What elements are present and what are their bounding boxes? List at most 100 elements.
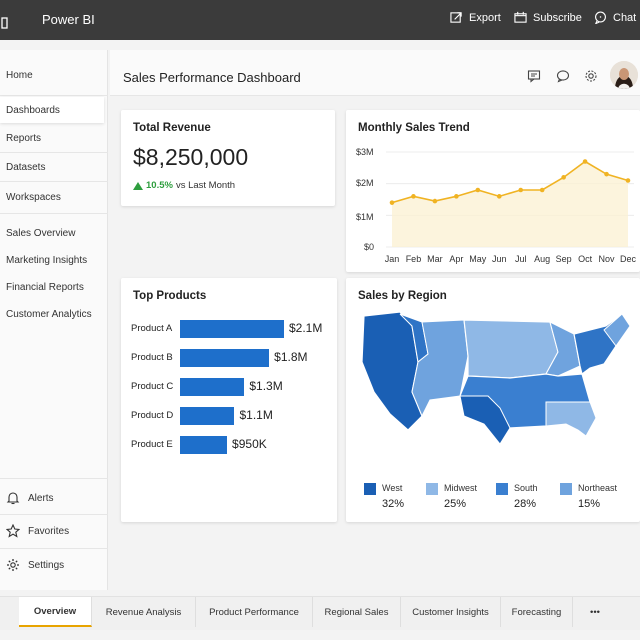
sidebar-item-customer-analytics[interactable]: Customer Analytics — [6, 308, 92, 320]
top-products-card[interactable]: Top Products Product A $2.1M Product B $1.8… — [121, 278, 337, 522]
data-point — [625, 178, 631, 183]
avatar[interactable] — [610, 61, 638, 89]
x-tick-label: Apr — [449, 254, 463, 264]
x-tick-label: Jul — [515, 254, 527, 264]
tab-product-performance[interactable]: Product Performance — [196, 597, 313, 627]
tab-revenue-analysis[interactable]: Revenue Analysis — [92, 597, 196, 627]
monthly-trend-title: Monthly Sales Trend — [358, 122, 470, 134]
data-point — [518, 187, 524, 193]
data-point — [539, 187, 545, 193]
subscribe-button[interactable]: Subscribe — [514, 11, 582, 24]
export-label: Export — [469, 11, 501, 24]
x-tick-label: Jan — [385, 254, 400, 264]
alerts-label: Alerts — [28, 492, 54, 504]
user-avatar-icon — [610, 61, 638, 89]
x-tick-label: May — [469, 254, 487, 264]
product-value-label: $1.3M — [249, 379, 283, 393]
x-tick-label: Aug — [534, 254, 550, 264]
product-bar[interactable] — [180, 378, 245, 396]
chat-button[interactable]: Chat — [594, 11, 636, 24]
top-products-title: Top Products — [133, 290, 207, 302]
product-bar[interactable] — [180, 407, 235, 425]
legend-percent: 25% — [444, 498, 467, 510]
more-tabs-button[interactable]: ••• — [590, 606, 600, 618]
comment-icon[interactable] — [527, 69, 541, 83]
sidebar-item-settings[interactable]: Settings — [0, 551, 108, 579]
legend-swatch — [426, 483, 438, 495]
export-button[interactable]: Export — [450, 11, 501, 24]
us-region-map — [361, 312, 630, 446]
legend-percent: 32% — [382, 498, 405, 510]
sales-by-region-card[interactable]: Sales by Region West 32% Midwest 25% South 28… — [346, 278, 640, 522]
product-bar[interactable] — [180, 436, 228, 454]
product-bar[interactable] — [180, 320, 284, 338]
tab-customer-insights[interactable]: Customer Insights — [401, 597, 501, 627]
sidebar-divider — [0, 514, 108, 515]
data-point — [475, 187, 481, 193]
settings-gear-icon[interactable] — [584, 69, 598, 83]
x-tick-label: Dec — [620, 254, 637, 264]
tab-forecasting[interactable]: Forecasting — [501, 597, 573, 627]
monthly-sales-trend-card[interactable]: Monthly Sales Trend $3M $2M $1M $0 Jan Fe… — [346, 110, 640, 272]
data-point — [561, 175, 566, 180]
sidebar-item-alerts[interactable]: Alerts — [0, 484, 108, 512]
sidebar-item-datasets[interactable]: Datasets — [6, 161, 46, 173]
sidebar-item-home[interactable]: Home — [6, 69, 33, 81]
chat-bubble-icon[interactable] — [556, 69, 570, 83]
legend-label: Northeast — [578, 483, 618, 493]
total-revenue-value: $8,250,000 — [133, 144, 249, 170]
sidebar-divider — [0, 181, 108, 182]
sidebar-divider — [0, 95, 108, 96]
product-value-label: $1.1M — [239, 408, 273, 422]
subscribe-label: Subscribe — [533, 11, 582, 24]
tab-overview[interactable]: Overview — [19, 597, 92, 627]
data-point — [411, 194, 416, 199]
x-tick-label: Feb — [406, 254, 422, 264]
chat-label: Chat — [613, 11, 637, 24]
y-tick-label: $2M — [356, 178, 374, 188]
legend-swatch — [364, 483, 376, 495]
export-icon — [450, 12, 462, 23]
sidebar-item-favorites[interactable]: Favorites — [0, 517, 108, 545]
star-icon — [6, 524, 20, 538]
mail-icon — [514, 11, 527, 23]
revenue-change-suffix: vs Last Month — [175, 180, 236, 191]
sidebar-divider — [0, 548, 108, 549]
product-label: Product D — [131, 410, 174, 421]
data-point — [432, 198, 438, 204]
legend-percent: 28% — [514, 498, 537, 510]
sidebar-item-marketing-insights[interactable]: Marketing Insights — [6, 254, 88, 266]
x-tick-label: Jun — [492, 254, 507, 264]
y-tick-label: $3M — [356, 147, 374, 157]
data-point — [496, 194, 502, 199]
sidebar: Home Dashboards Reports Datasets Workspa… — [0, 50, 108, 590]
favorites-label: Favorites — [28, 525, 70, 537]
legend-label: Midwest — [444, 483, 478, 493]
sidebar-item-workspaces[interactable]: Workspaces — [6, 191, 61, 203]
x-tick-label: Mar — [427, 254, 443, 264]
legend-swatch — [496, 483, 508, 495]
page-tab-bar: Overview Revenue Analysis Product Perfor… — [0, 596, 640, 630]
product-value-label: $1.8M — [274, 350, 308, 364]
sidebar-item-dashboards[interactable]: Dashboards — [0, 97, 104, 123]
x-tick-label: Sep — [556, 254, 572, 264]
bell-icon — [6, 492, 20, 505]
map-region-new-england — [603, 313, 630, 347]
legend-label: West — [382, 483, 403, 493]
total-revenue-card[interactable]: Total Revenue $8,250,000 10.5% vs Last M… — [121, 110, 335, 206]
sidebar-divider — [0, 478, 108, 479]
app-title: Power BI — [42, 12, 95, 27]
tab-regional-sales[interactable]: Regional Sales — [313, 597, 401, 627]
legend-percent: 15% — [578, 498, 601, 510]
product-bar[interactable] — [180, 349, 270, 367]
legend-swatch — [560, 483, 572, 495]
revenue-change-percent: 10.5% — [146, 180, 173, 191]
revenue-change: 10.5% vs Last Month — [133, 180, 235, 191]
sidebar-item-financial-reports[interactable]: Financial Reports — [6, 281, 84, 293]
sidebar-item-reports[interactable]: Reports — [6, 132, 42, 144]
sidebar-item-sales-overview[interactable]: Sales Overview — [6, 227, 76, 239]
settings-label: Settings — [28, 559, 65, 571]
product-label: Product A — [131, 323, 173, 334]
map-region-midwest — [463, 319, 559, 379]
x-tick-label: Oct — [578, 254, 593, 264]
